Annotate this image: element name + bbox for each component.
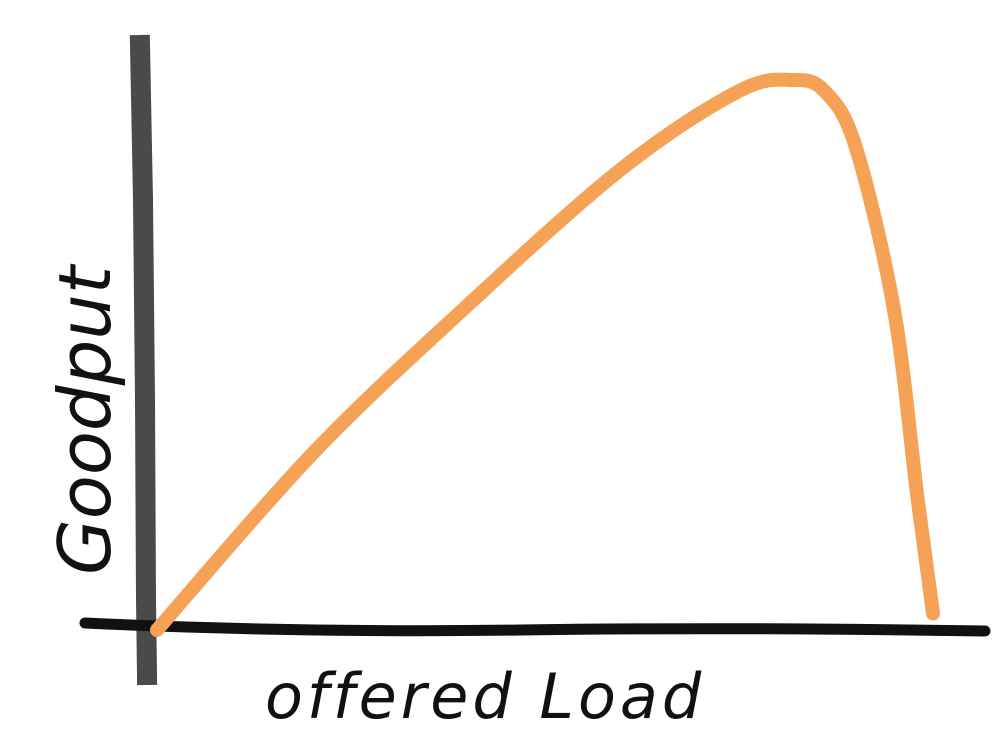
x-axis <box>79 617 991 637</box>
x-axis-label: offered Load <box>265 660 705 733</box>
y-axis-label: Goodput <box>43 263 127 575</box>
y-axis <box>129 34 158 686</box>
series-line-goodput <box>150 72 940 637</box>
